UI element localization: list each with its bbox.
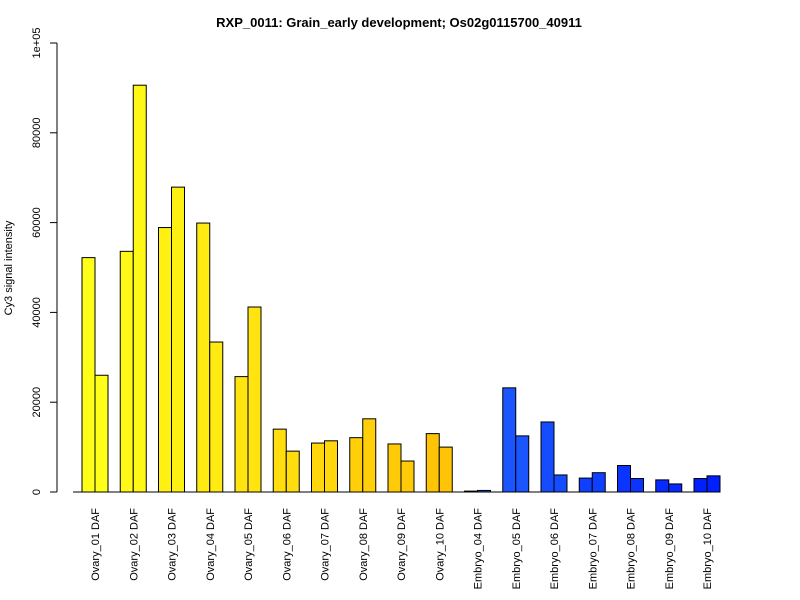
bar-17-2 bbox=[706, 475, 721, 493]
bar-10-2 bbox=[438, 446, 453, 493]
bar-14-1 bbox=[578, 477, 593, 493]
bar-9-1 bbox=[387, 443, 402, 493]
bar-17-1 bbox=[693, 478, 708, 493]
chart-title: RXP_0011: Grain_early development; Os02g… bbox=[216, 15, 582, 30]
bar-3-2 bbox=[171, 186, 185, 493]
y-tick-label: 40000 bbox=[31, 297, 43, 328]
x-tick-label: Ovary_05 DAF bbox=[243, 508, 255, 581]
bar-15-2 bbox=[630, 478, 644, 493]
x-tick-label: Embryo_04 DAF bbox=[473, 508, 485, 590]
x-tick-label: Embryo_07 DAF bbox=[587, 508, 599, 590]
x-tick-label: Ovary_09 DAF bbox=[396, 508, 408, 581]
y-axis-label: Cy3 signal intensity bbox=[3, 220, 15, 315]
bar-3-1 bbox=[158, 227, 172, 493]
bar-14-2 bbox=[591, 472, 606, 493]
x-tick-label: Ovary_02 DAF bbox=[128, 508, 140, 581]
x-tick-label: Ovary_08 DAF bbox=[358, 508, 370, 581]
bar-4-1 bbox=[196, 222, 211, 493]
x-tick-label: Embryo_06 DAF bbox=[549, 508, 561, 590]
y-tick-label: 80000 bbox=[31, 118, 43, 149]
bar-6-2 bbox=[285, 450, 300, 493]
bar-7-1 bbox=[311, 442, 325, 493]
x-tick-label: Ovary_07 DAF bbox=[320, 508, 332, 581]
bar-12-1 bbox=[502, 387, 517, 493]
bar-4-2 bbox=[209, 341, 224, 493]
bar-5-2 bbox=[247, 306, 262, 493]
bar-16-2 bbox=[668, 483, 683, 493]
bar-16-1 bbox=[655, 479, 670, 493]
bar-1-1 bbox=[81, 257, 96, 493]
axes-layer: Ovary_01 DAF Ovary_02 DAF Ovary_03 DAF Ovar… bbox=[31, 28, 720, 590]
bar-7-2 bbox=[324, 440, 338, 493]
bar-1-2 bbox=[94, 374, 109, 493]
x-tick-label: Embryo_09 DAF bbox=[664, 508, 676, 590]
bar-2-1 bbox=[119, 250, 134, 493]
x-tick-label: Ovary_06 DAF bbox=[281, 508, 293, 581]
x-tick-label: Ovary_01 DAF bbox=[90, 508, 102, 581]
bar-9-2 bbox=[400, 460, 415, 493]
bars-layer bbox=[81, 84, 721, 493]
x-tick-label: Ovary_04 DAF bbox=[205, 508, 217, 581]
bar-13-1 bbox=[540, 421, 555, 493]
bar-5-1 bbox=[234, 376, 249, 493]
y-tick-label: 20000 bbox=[31, 387, 43, 418]
y-tick-label: 60000 bbox=[31, 207, 43, 238]
bar-13-2 bbox=[553, 474, 568, 493]
bar-6-1 bbox=[272, 428, 287, 493]
y-tick-label: 0 bbox=[31, 489, 43, 495]
bar-12-2 bbox=[515, 435, 530, 493]
y-tick-label: 1e+05 bbox=[31, 28, 43, 59]
x-tick-label: Ovary_03 DAF bbox=[167, 508, 179, 581]
bar-8-1 bbox=[349, 437, 364, 493]
bar-2-2 bbox=[132, 84, 147, 493]
x-tick-label: Embryo_08 DAF bbox=[626, 508, 638, 590]
bar-10-1 bbox=[425, 433, 440, 493]
x-tick-label: Embryo_10 DAF bbox=[702, 508, 714, 590]
bar-15-1 bbox=[617, 465, 631, 493]
x-tick-label: Embryo_05 DAF bbox=[511, 508, 523, 590]
x-tick-label: Ovary_10 DAF bbox=[434, 508, 446, 581]
bar-8-2 bbox=[362, 418, 377, 493]
